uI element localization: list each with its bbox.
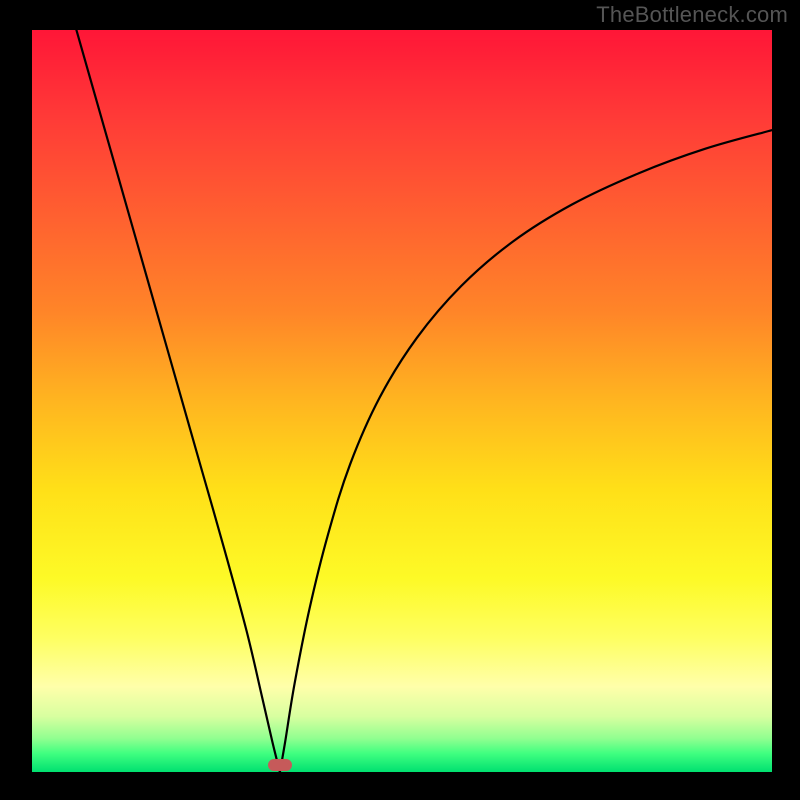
watermark-text: TheBottleneck.com bbox=[596, 2, 788, 28]
chart-frame: TheBottleneck.com bbox=[0, 0, 800, 800]
optimum-marker bbox=[268, 759, 292, 771]
plot-area bbox=[32, 30, 772, 772]
plot-gradient-background bbox=[32, 30, 772, 772]
